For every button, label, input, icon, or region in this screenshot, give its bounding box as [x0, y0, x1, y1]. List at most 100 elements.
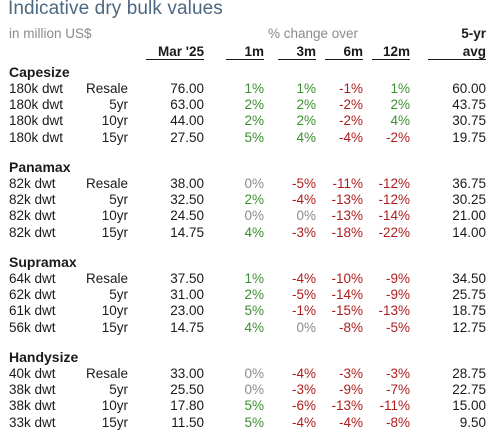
change-1m: 2% [244, 113, 264, 129]
change-6m: -8% [338, 319, 363, 335]
vessel-size: 38k dwt [9, 382, 56, 398]
value-5yr-avg: 15.00 [452, 398, 486, 414]
vessel-size: 82k dwt [9, 192, 56, 208]
table-row: 180k dwt 10yr 44.00 2% 2% -2% 4% 30.75 [0, 113, 500, 129]
change-3m: -5% [291, 287, 316, 303]
vessel-age: Resale [85, 81, 128, 96]
change-3m: 2% [296, 113, 316, 129]
change-6m: -2% [338, 113, 363, 129]
table-row: 82k dwt Resale 38.00 0% -5% -11% -12% 36.75 [0, 176, 500, 192]
value-5yr-avg: 36.75 [452, 176, 486, 191]
change-6m: -18% [331, 224, 363, 240]
table-row: 61k dwt 10yr 23.00 5% -1% -15% -13% 18.75 [0, 303, 500, 319]
table-row: 82k dwt 5yr 32.50 2% -4% -13% -12% 30.25 [0, 192, 500, 208]
table-row: 180k dwt 15yr 27.50 5% 4% -4% -2% 19.75 [0, 130, 500, 146]
value-mar25: 14.75 [170, 224, 204, 240]
change-1m: 5% [244, 129, 264, 145]
value-mar25: 32.50 [170, 192, 204, 208]
vessel-size: 56k dwt [9, 319, 56, 335]
value-mar25: 63.00 [170, 97, 204, 113]
change-12m: 4% [390, 113, 410, 129]
table-row: 33k dwt 15yr 11.50 5% -4% -4% -8% 9.50 [0, 415, 500, 431]
change-12m: -12% [378, 176, 410, 191]
col-header-5yr-avg: avg [428, 44, 486, 60]
value-5yr-avg: 30.75 [452, 113, 486, 129]
change-1m: 4% [244, 224, 264, 240]
change-12m: -11% [379, 398, 410, 414]
vessel-size: 180k dwt [9, 97, 64, 113]
change-12m: -2% [385, 129, 410, 145]
change-1m: 5% [244, 303, 264, 319]
change-12m: -3% [385, 366, 410, 381]
change-1m: 4% [244, 319, 264, 335]
change-1m: 2% [244, 192, 264, 208]
change-12m: -13% [378, 303, 410, 319]
change-12m: 2% [390, 97, 410, 113]
value-5yr-avg: 19.75 [452, 129, 486, 145]
vessel-size: 180k dwt [9, 113, 64, 129]
value-5yr-avg: 28.75 [452, 366, 486, 381]
vessel-size: 180k dwt [9, 81, 64, 96]
change-12m: -7% [385, 382, 410, 398]
value-mar25: 33.00 [170, 366, 204, 381]
change-3m: -4% [291, 271, 316, 286]
change-6m: -4% [338, 414, 363, 430]
vessel-size: 40k dwt [9, 366, 56, 381]
change-6m: -14% [331, 287, 363, 303]
vessel-age: 15yr [101, 224, 128, 240]
value-5yr-avg: 21.00 [452, 208, 486, 224]
change-6m: -9% [338, 382, 363, 398]
vessel-size: 64k dwt [9, 271, 56, 286]
group-title-panamax: Panamax [9, 159, 71, 175]
vessel-age: 10yr [101, 398, 128, 414]
value-5yr-avg: 30.25 [452, 192, 486, 208]
value-5yr-avg: 60.00 [452, 81, 486, 96]
change-6m: -4% [338, 129, 363, 145]
change-6m: -1% [338, 81, 363, 96]
table-row: 64k dwt Resale 37.50 1% -4% -10% -9% 34.50 [0, 271, 500, 287]
change-12m: -9% [385, 287, 410, 303]
table-row: 38k dwt 5yr 25.50 0% -3% -9% -7% 22.75 [0, 382, 500, 398]
col-header-12m: 12m [372, 44, 410, 60]
change-12m: -22% [378, 224, 410, 240]
change-6m: -13% [331, 208, 363, 224]
change-1m: 1% [244, 81, 264, 96]
value-mar25: 44.00 [170, 113, 204, 129]
group-title-handysize: Handysize [9, 349, 79, 365]
change-3m: 1% [296, 81, 316, 96]
value-mar25: 25.50 [170, 382, 204, 398]
change-12m: -14% [378, 208, 410, 224]
vessel-age: 5yr [109, 382, 128, 398]
vessel-size: 38k dwt [9, 398, 56, 414]
table-row: 38k dwt 10yr 17.80 5% -6% -13% -11% 15.00 [0, 398, 500, 414]
value-mar25: 76.00 [170, 81, 204, 96]
change-3m: -6% [291, 398, 316, 414]
change-1m: 2% [244, 97, 264, 113]
change-1m: 1% [244, 271, 264, 286]
change-1m: 0% [244, 366, 264, 381]
change-3m: -5% [291, 176, 316, 191]
page-title: Indicative dry bulk values [8, 0, 223, 19]
group-title-supramax: Supramax [9, 254, 77, 270]
value-5yr-avg: 25.75 [452, 287, 486, 303]
table-row: 82k dwt 10yr 24.50 0% 0% -13% -14% 21.00 [0, 208, 500, 224]
vessel-age: Resale [85, 176, 128, 191]
column-header-row: Mar '25 1m 3m 6m 12m avg [0, 44, 500, 63]
vessel-age: 5yr [109, 192, 128, 208]
change-1m: 0% [244, 208, 264, 224]
change-3m: -4% [291, 366, 316, 381]
col-header-1m: 1m [226, 44, 264, 60]
col-header-3m: 3m [278, 44, 316, 60]
change-6m: -3% [338, 366, 363, 381]
value-mar25: 38.00 [170, 176, 204, 191]
table-row: 62k dwt 5yr 31.00 2% -5% -14% -9% 25.75 [0, 287, 500, 303]
value-mar25: 31.00 [170, 287, 204, 303]
change-12m: -9% [385, 271, 410, 286]
change-12m: 1% [390, 81, 410, 96]
vessel-size: 82k dwt [9, 176, 56, 191]
value-mar25: 11.50 [171, 414, 204, 430]
change-1m: 0% [244, 176, 264, 191]
change-6m: -13% [331, 398, 363, 414]
table-row: 82k dwt 15yr 14.75 4% -3% -18% -22% 14.00 [0, 225, 500, 241]
table-row: 180k dwt Resale 76.00 1% 1% -1% 1% 60.00 [0, 81, 500, 97]
